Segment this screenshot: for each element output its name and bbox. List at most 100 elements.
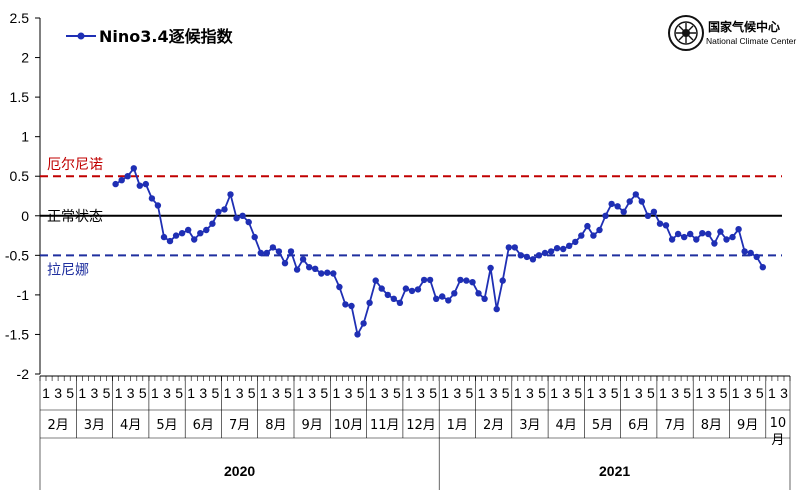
pentad-label: 1	[623, 385, 631, 401]
y-tick-label: 2.5	[10, 10, 30, 26]
pentad-label: 1	[151, 385, 159, 401]
data-point	[426, 276, 434, 284]
data-point	[384, 291, 391, 299]
data-point	[390, 295, 397, 302]
pentad-label: 5	[139, 385, 147, 401]
data-point	[572, 238, 579, 246]
data-point	[197, 230, 204, 237]
data-point	[511, 244, 518, 251]
data-point	[275, 248, 283, 255]
data-point	[439, 293, 446, 300]
pentad-label: 3	[599, 385, 607, 401]
pentad-label: 1	[659, 385, 667, 401]
data-point	[517, 252, 524, 259]
data-point	[281, 260, 289, 267]
data-point	[681, 233, 688, 241]
data-point	[312, 265, 319, 272]
pentad-label: 5	[103, 385, 111, 401]
pentad-label: 3	[562, 385, 570, 401]
data-point	[487, 264, 494, 272]
pentad-label: 5	[66, 385, 74, 401]
pentad-label: 1	[333, 385, 341, 401]
data-point	[475, 290, 482, 297]
pentad-label: 1	[296, 385, 304, 401]
data-point	[287, 248, 295, 255]
data-point	[602, 212, 609, 219]
data-point	[324, 269, 331, 276]
pentad-label: 3	[345, 385, 353, 401]
data-point	[493, 305, 500, 313]
pentad-label: 3	[127, 385, 135, 401]
data-point	[457, 276, 464, 284]
data-point	[662, 222, 670, 229]
pentad-label: 5	[320, 385, 328, 401]
y-tick-label: 0	[21, 208, 29, 224]
data-point	[590, 232, 597, 239]
data-point	[318, 270, 325, 277]
pentad-label: 3	[91, 385, 99, 401]
month-label: 12月	[406, 418, 436, 433]
data-point	[608, 200, 615, 208]
data-point	[142, 180, 149, 188]
data-point	[366, 299, 373, 306]
month-label: 2月	[47, 418, 68, 433]
y-tick-label: -1.5	[5, 326, 29, 342]
pentad-label: 5	[538, 385, 546, 401]
data-point	[203, 226, 210, 234]
month-label: 5月	[156, 418, 177, 433]
pentad-label: 3	[708, 385, 716, 401]
year-label: 2020	[224, 463, 255, 479]
pentad-label: 1	[405, 385, 413, 401]
month-label: 7月	[229, 418, 250, 433]
pentad-label: 3	[381, 385, 389, 401]
data-point	[584, 222, 591, 230]
pentad-label: 3	[272, 385, 280, 401]
pentad-label: 1	[514, 385, 522, 401]
data-point	[408, 287, 416, 295]
data-point	[481, 295, 488, 302]
pentad-label: 3	[417, 385, 425, 401]
data-point	[154, 202, 162, 209]
data-point	[378, 285, 385, 292]
data-point	[215, 208, 222, 215]
data-point	[348, 302, 355, 310]
data-point	[711, 240, 718, 247]
data-point	[166, 237, 174, 245]
pentad-label: 5	[647, 385, 655, 401]
data-point	[306, 264, 313, 271]
data-point	[717, 228, 724, 235]
y-tick-label: 1.5	[10, 89, 30, 105]
month-label: 4月	[556, 418, 577, 433]
pentad-label: 3	[671, 385, 679, 401]
data-point	[178, 230, 186, 237]
ncc-name-en: National Climate Center	[706, 36, 796, 46]
data-point	[257, 249, 264, 257]
pentad-label: 3	[163, 385, 171, 401]
data-point	[735, 226, 742, 233]
pentad-label: 1	[42, 385, 50, 401]
pentad-label: 3	[490, 385, 498, 401]
data-point	[729, 233, 736, 241]
y-tick-label: 2	[21, 50, 29, 66]
pentad-label: 5	[574, 385, 582, 401]
data-point	[668, 236, 676, 243]
legend: Nino3.4逐候指数	[66, 27, 234, 46]
data-point	[293, 266, 301, 273]
data-point	[687, 230, 694, 238]
data-point	[402, 285, 410, 292]
pentad-label: 1	[587, 385, 595, 401]
data-point	[372, 277, 379, 284]
data-point	[596, 226, 603, 234]
pentad-label: 5	[175, 385, 183, 401]
data-point	[469, 279, 476, 286]
data-point	[705, 230, 712, 238]
pentad-label: 3	[199, 385, 207, 401]
pentad-label: 1	[768, 385, 776, 401]
pentad-label: 1	[187, 385, 195, 401]
data-point	[209, 220, 216, 227]
reference-label-2: 拉尼娜	[47, 262, 89, 278]
month-label-suffix: 月	[771, 433, 784, 448]
data-point	[699, 230, 706, 237]
data-point	[124, 173, 131, 180]
